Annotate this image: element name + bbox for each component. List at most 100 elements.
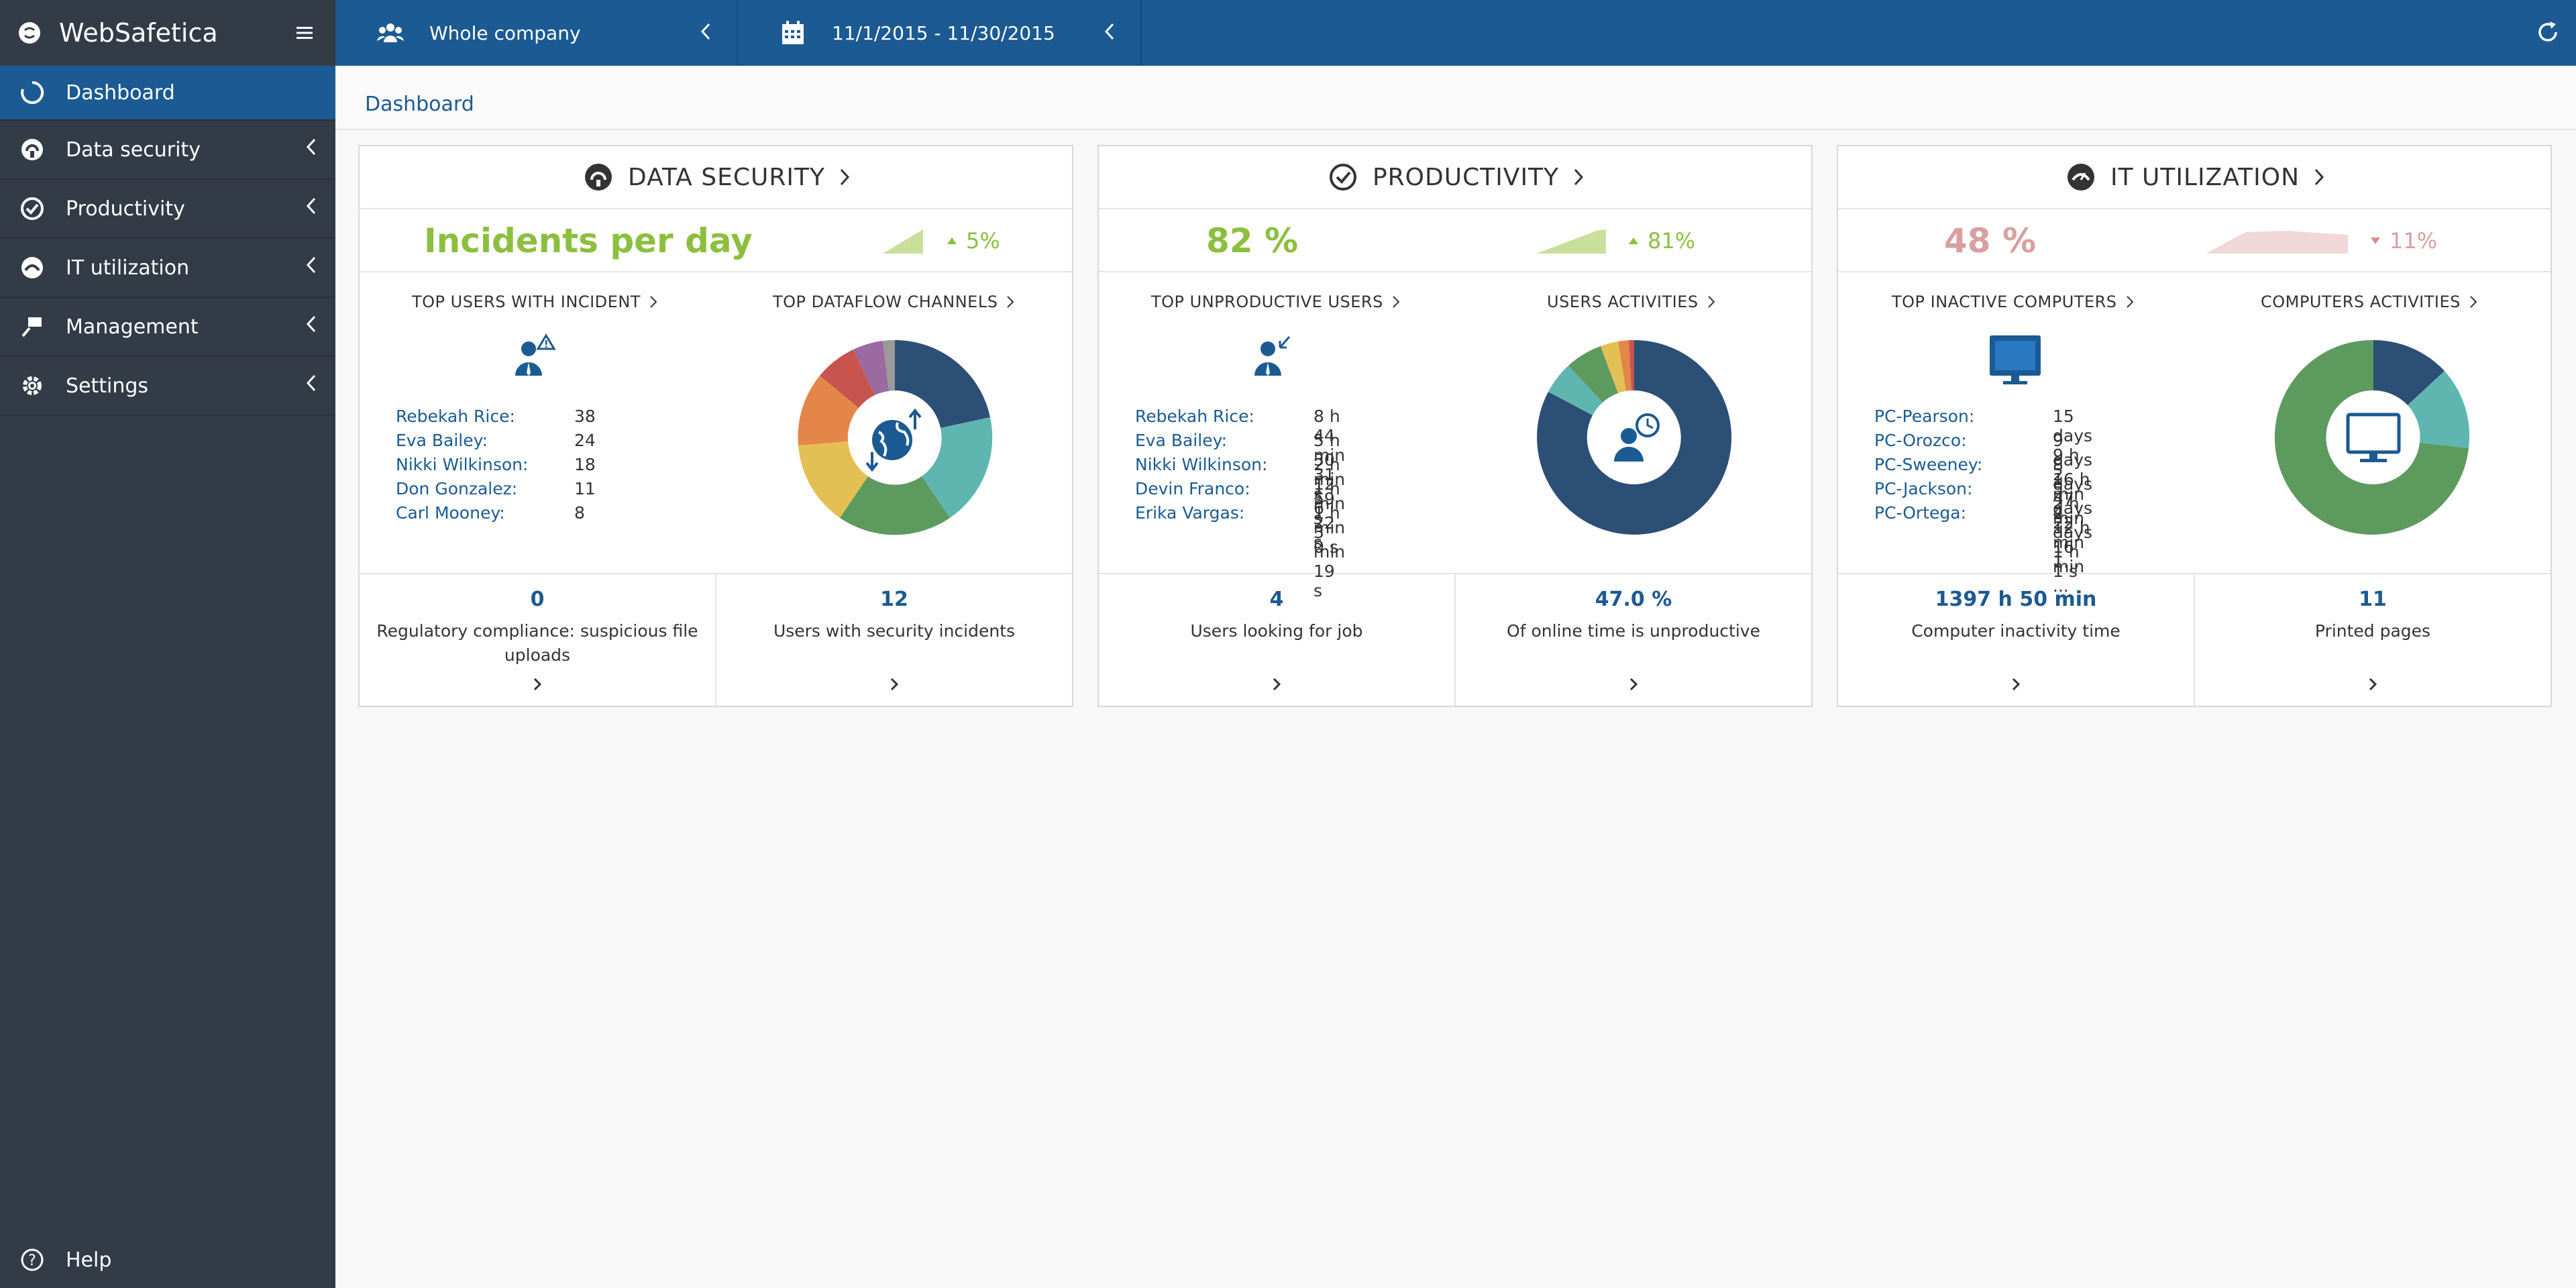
item-name: Eva Bailey: xyxy=(396,431,488,450)
item-value: 8 days 2 h 22 min 1... xyxy=(2053,455,2093,572)
list-item[interactable]: Nikki Wilkinson: 18 xyxy=(396,455,596,479)
users-activities-donut[interactable] xyxy=(1534,337,1735,538)
top-unproductive-list: Rebekah Rice: 8 h 44 min 31 s Eva Bailey:… xyxy=(1135,407,1345,600)
sidebar-item-dashboard[interactable]: Dashboard xyxy=(0,66,335,121)
sidebar-item-label: Settings xyxy=(66,374,149,398)
donut-segment xyxy=(2274,339,2469,535)
kpi-delta-value: 81% xyxy=(1648,228,1696,254)
sidebar-item-label: Productivity xyxy=(66,197,185,221)
list-item[interactable]: Rebekah Rice: 38 xyxy=(396,407,596,431)
list-item[interactable]: Nikki Wilkinson: 2 h 12 min 22 s xyxy=(1135,455,1345,552)
donut-segment xyxy=(840,476,950,535)
svg-text:?: ? xyxy=(28,1252,36,1269)
brand-name: WebSafetica xyxy=(59,18,218,48)
stat-value: 0 xyxy=(530,588,545,611)
computers-activities-donut[interactable] xyxy=(2273,337,2474,538)
computer-inactivity-stat[interactable]: 1397 h 50 min Computer inactivity time xyxy=(1838,574,2194,706)
chevron-right-icon[interactable] xyxy=(890,678,898,691)
list-item[interactable]: PC-Orozco: 9 days 16 h 47 min ... xyxy=(1874,431,2092,547)
users-looking-for-job-stat[interactable]: 4 Users looking for job xyxy=(1099,574,1454,706)
breadcrumb[interactable]: Dashboard xyxy=(365,93,474,116)
topbar: Whole company 11/1/2015 - 11/30/2015 xyxy=(335,0,2576,66)
item-name: PC-Jackson: xyxy=(1874,479,1973,498)
it-utilization-panel: IT UTILIZATION 48 % 11% TOP INACTIVE COM… xyxy=(1837,145,2552,707)
chevron-right-icon[interactable] xyxy=(2369,678,2377,691)
unproductive-time-stat[interactable]: 47.0 % Of online time is unproductive xyxy=(1454,574,1811,706)
data-security-panel: DATA SECURITY Incidents per day 5% TOP U… xyxy=(358,145,1073,707)
trend-sparkline xyxy=(1536,229,1606,254)
item-value: 15 days 9 h 2 min 2... xyxy=(2053,407,2093,523)
top-users-with-incident-link[interactable]: TOP USERS WITH INCIDENT xyxy=(412,292,657,311)
panel-header[interactable]: DATA SECURITY xyxy=(360,146,1072,209)
donut-segment xyxy=(2408,371,2470,448)
list-item[interactable]: PC-Ortega: 4 days 1 h 1 s xyxy=(1874,503,2092,581)
kpi-row: 82 % 81% xyxy=(1099,209,1811,272)
top-inactive-computers-link[interactable]: TOP INACTIVE COMPUTERS xyxy=(1892,292,2133,311)
list-item[interactable]: Erika Vargas: 1 h 3 min 19 s xyxy=(1135,503,1345,600)
date-range-selector[interactable]: 11/1/2015 - 11/30/2015 xyxy=(738,0,1142,66)
shield-icon xyxy=(17,135,47,164)
shield-icon xyxy=(582,161,614,193)
donut-segment xyxy=(1568,346,1618,402)
help-link[interactable]: ? Help xyxy=(0,1232,335,1288)
subtitle-label: TOP USERS WITH INCIDENT xyxy=(412,292,641,311)
stat-value: 1397 h 50 min xyxy=(1935,588,2097,611)
item-name: Rebekah Rice: xyxy=(396,407,515,426)
panel-header[interactable]: IT UTILIZATION xyxy=(1838,146,2551,209)
users-with-incidents-stat[interactable]: 12 Users with security incidents xyxy=(715,574,1072,706)
item-value: 8 xyxy=(574,503,585,523)
donut-segment xyxy=(895,339,990,428)
list-item[interactable]: Don Gonzalez: 11 xyxy=(396,479,596,503)
sidebar-item-it-utilization[interactable]: IT utilization xyxy=(0,239,335,298)
list-item[interactable]: PC-Sweeney: 8 days 2 h 22 min 1... xyxy=(1874,455,2092,572)
logo: WebSafetica xyxy=(0,0,335,66)
sidebar-item-management[interactable]: Management xyxy=(0,298,335,357)
subtitle-label: TOP UNPRODUCTIVE USERS xyxy=(1151,292,1383,311)
list-item[interactable]: PC-Pearson: 15 days 9 h 2 min 2... xyxy=(1874,407,2092,523)
top-unproductive-users-link[interactable]: TOP UNPRODUCTIVE USERS xyxy=(1151,292,1399,311)
panel-header[interactable]: PRODUCTIVITY xyxy=(1099,146,1811,209)
stat-value: 11 xyxy=(2359,588,2387,611)
printed-pages-stat[interactable]: 11 Printed pages xyxy=(2194,574,2551,706)
list-item[interactable]: Rebekah Rice: 8 h 44 min 31 s xyxy=(1135,407,1345,504)
user-clock-icon xyxy=(1614,413,1660,462)
donut-segment xyxy=(798,376,859,445)
chevron-right-icon[interactable] xyxy=(533,678,541,691)
sidebar: WebSafetica Dashboard Data security Prod… xyxy=(0,0,335,1288)
sidebar-item-productivity[interactable]: Productivity xyxy=(0,180,335,239)
computers-activities-link[interactable]: COMPUTERS ACTIVITIES xyxy=(2261,292,2477,311)
chevron-right-icon xyxy=(1393,296,1399,308)
subtitle-label: TOP DATAFLOW CHANNELS xyxy=(773,292,998,311)
chevron-left-icon xyxy=(306,197,317,221)
sidebar-item-label: IT utilization xyxy=(66,256,190,280)
donut-segment xyxy=(820,350,875,408)
top-dataflow-channels-link[interactable]: TOP DATAFLOW CHANNELS xyxy=(773,292,1014,311)
regulatory-compliance-stat[interactable]: 0 Regulatory compliance: suspicious file… xyxy=(360,574,715,706)
dataflow-channels-donut[interactable] xyxy=(794,337,996,538)
company-selector[interactable]: Whole company xyxy=(335,0,738,66)
sidebar-item-settings[interactable]: Settings xyxy=(0,357,335,416)
chevron-right-icon[interactable] xyxy=(2012,678,2020,691)
kpi-value: 48 % xyxy=(1944,221,2037,260)
list-item[interactable]: Devin Franco: 1 h 6 min 0 s xyxy=(1135,479,1345,557)
donut-segment xyxy=(922,417,993,518)
chevron-right-icon[interactable] xyxy=(1629,678,1638,691)
user-unproductive-icon xyxy=(1254,336,1291,376)
donut-segment xyxy=(798,441,868,518)
sidebar-item-label: Data security xyxy=(66,138,201,162)
hamburger-icon[interactable] xyxy=(297,20,313,46)
breadcrumb-bar: Dashboard xyxy=(335,66,2576,130)
refresh-icon[interactable] xyxy=(2536,20,2560,47)
list-item[interactable]: Eva Bailey: 5 h 30 min 59 s xyxy=(1135,431,1345,528)
item-value: 5 days 12 h 16 min ... xyxy=(2053,479,2093,596)
users-activities-link[interactable]: USERS ACTIVITIES xyxy=(1547,292,1715,311)
list-item[interactable]: Eva Bailey: 24 xyxy=(396,431,596,455)
item-value: 9 days 16 h 47 min ... xyxy=(2053,431,2093,547)
kpi-row: Incidents per day 5% xyxy=(360,209,1072,272)
sidebar-item-data-security[interactable]: Data security xyxy=(0,121,335,180)
list-item[interactable]: PC-Jackson: 5 days 12 h 16 min ... xyxy=(1874,479,2092,596)
list-item[interactable]: Carl Mooney: 8 xyxy=(396,503,585,527)
sidebar-item-label: Management xyxy=(66,315,199,339)
stat-value: 4 xyxy=(1269,588,1284,611)
chevron-right-icon[interactable] xyxy=(1273,678,1281,691)
